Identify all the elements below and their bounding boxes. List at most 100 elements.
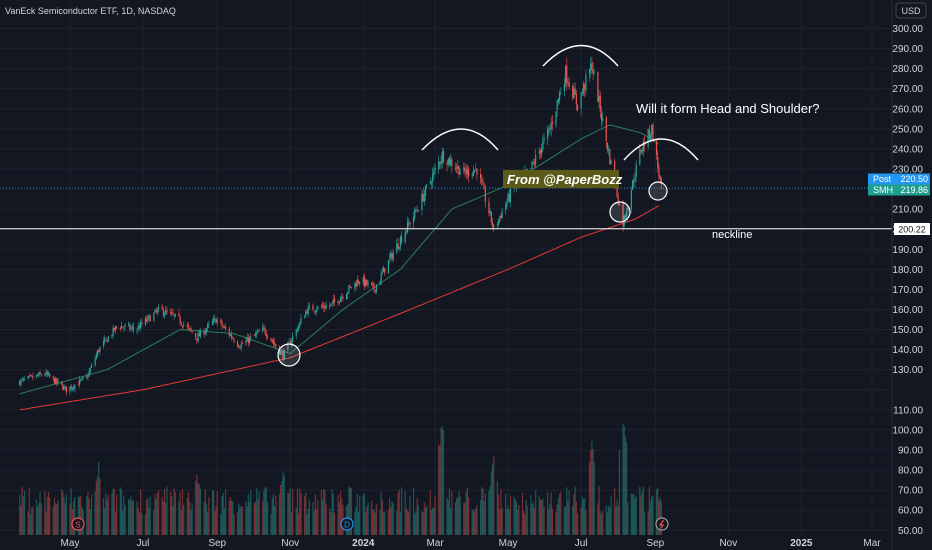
currency-button[interactable]: USD (895, 2, 927, 19)
time-axis[interactable]: May Jul Sep Nov 2024 Mar May Jul Sep Nov 2025 Mar (61, 538, 882, 549)
volume-bar (166, 486, 168, 535)
candle-body (412, 216, 415, 224)
candle-body (639, 149, 641, 165)
price-tick-label: 270.00 (892, 84, 923, 95)
head-arc (542, 44, 619, 67)
price-tick-label: 210.00 (892, 205, 923, 216)
volume-bar (238, 503, 240, 535)
volume-bar (475, 508, 477, 535)
volume-bar (181, 489, 184, 535)
candle-body (366, 280, 368, 285)
volume-bar (247, 494, 249, 535)
price-tick-label: 50.00 (898, 526, 923, 537)
volume-bar (524, 514, 526, 535)
volume-bar (464, 502, 466, 535)
candle-body (454, 167, 457, 169)
candle-body (307, 306, 309, 315)
price-tick-label: 150.00 (892, 325, 923, 336)
volume-bar (400, 487, 403, 535)
volume-bar (89, 509, 91, 535)
candle-body (144, 318, 147, 325)
volume-bar (581, 496, 583, 535)
candle-body (138, 326, 141, 329)
volume-bar (615, 506, 617, 535)
volume-bar (350, 488, 352, 535)
left-shoulder-arc (421, 128, 499, 151)
volume-bar (499, 509, 501, 535)
candle-body (530, 168, 532, 170)
volume-bar (473, 511, 476, 535)
candle-body (163, 314, 166, 316)
volume-bar (606, 511, 609, 535)
candle-body (475, 168, 477, 170)
volume-bar (130, 495, 132, 535)
candle-body (191, 331, 193, 333)
candle-body (241, 343, 243, 345)
volume-bar (563, 506, 565, 535)
candle-body (409, 222, 411, 225)
volume-bar (204, 489, 206, 535)
candle-body (123, 327, 125, 329)
volume-bar (548, 509, 550, 535)
volume-bar (576, 513, 579, 535)
volume-bar (489, 486, 491, 535)
volume-bar (623, 426, 625, 535)
candle-body (432, 173, 434, 183)
volume-bar (600, 513, 603, 535)
candle-body (154, 309, 156, 313)
volume-bar (549, 503, 551, 535)
price-tick-label: 100.00 (892, 425, 923, 436)
candle-body (446, 163, 448, 165)
volume-bar (509, 496, 512, 535)
volume-bar (399, 511, 401, 535)
volume-bar (433, 508, 435, 535)
volume-bar (363, 492, 366, 535)
volume-bar (98, 461, 100, 535)
candle-body (396, 243, 398, 254)
volume-bar (582, 499, 585, 535)
split-marker[interactable]: S (71, 517, 85, 531)
candle-body (174, 313, 176, 317)
volume-bar (216, 491, 218, 535)
candle-body (647, 129, 649, 147)
candle-body (213, 318, 215, 323)
candle-body (65, 386, 68, 393)
volume-bar (375, 504, 378, 535)
volume-bar (384, 511, 386, 535)
price-tick-label: 130.00 (892, 365, 923, 376)
volume-bar (31, 507, 33, 535)
candle-body (28, 375, 30, 377)
dividend-marker[interactable]: D (340, 517, 354, 531)
volume-bar (518, 505, 520, 535)
volume-bar (627, 502, 629, 535)
volume-bar (390, 507, 392, 535)
volume-bar (138, 512, 141, 535)
volume-bar (295, 507, 297, 535)
volume-bar (22, 496, 24, 535)
volume-bar (471, 510, 473, 535)
volume-bar (250, 490, 252, 535)
volume-bar (27, 511, 29, 535)
candle-body (169, 312, 172, 314)
volume-bar (102, 498, 105, 535)
candle-body (591, 62, 593, 71)
candle-body (90, 364, 93, 368)
volume-bar (86, 496, 88, 535)
candle-body (657, 156, 659, 168)
horizontal-lines (0, 187, 892, 230)
volume-bar (372, 509, 374, 535)
candle-body (229, 334, 231, 337)
candle-body (447, 158, 449, 165)
earnings-marker[interactable] (655, 517, 669, 531)
candle-body (493, 225, 495, 228)
volume-bar (203, 501, 205, 535)
volume-bar (356, 494, 358, 535)
price-tags: Post 220.50 SMH 219.86 200.22 (868, 173, 930, 235)
volume-bar (87, 492, 89, 535)
candle-body (87, 376, 89, 378)
volume-bar (222, 493, 224, 535)
candle-body (181, 325, 184, 327)
volume-bar (381, 500, 384, 535)
